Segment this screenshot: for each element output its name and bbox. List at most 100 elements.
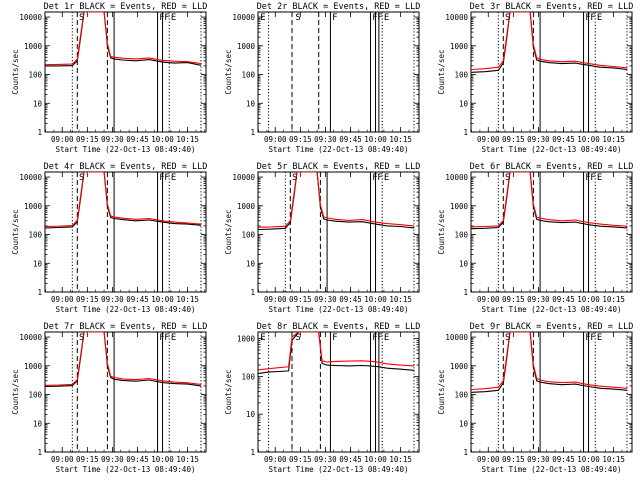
marker-letter: F (377, 173, 382, 183)
y-tick-label: 10 (33, 259, 43, 268)
x-tick-label: 10:15 (176, 135, 199, 144)
series-line-lld (45, 12, 202, 66)
y-tick-label: 1 (250, 128, 255, 137)
y-tick-label: 1000 (237, 202, 256, 211)
x-tick-label: 10:00 (577, 135, 600, 144)
marker-letter: E (597, 13, 602, 23)
y-tick-label: 100 (454, 391, 468, 400)
x-tick-label: 09:30 (527, 455, 550, 464)
y-tick-label: 1000 (237, 335, 256, 344)
x-tick-label: 09:45 (552, 455, 575, 464)
series-line-lld (258, 332, 415, 371)
y-tick-label: 100 (454, 231, 468, 240)
y-tick-label: 1000 (450, 202, 469, 211)
y-tick-label: 100 (241, 231, 255, 240)
marker-letter: F (332, 13, 337, 23)
y-tick-label: 100 (241, 372, 255, 381)
series-line-lld (258, 172, 415, 228)
chart-title: Det 4r BLACK = Events, RED = LLD (44, 162, 208, 172)
marker-letter: F (377, 333, 382, 343)
x-tick-label: 10:00 (364, 295, 387, 304)
x-tick-label: 09:30 (314, 455, 337, 464)
marker-letter: S (79, 333, 84, 343)
x-tick-label: 09:45 (339, 135, 362, 144)
y-tick-label: 100 (28, 391, 42, 400)
chart-title: Det 6r BLACK = Events, RED = LLD (470, 162, 634, 172)
x-tick-label: 09:00 (264, 135, 287, 144)
x-tick-label: 09:45 (126, 295, 149, 304)
detector-panel-2: Det 2r BLACK = Events, RED = LLD 1 10 100 10… (224, 2, 421, 154)
marker-letter: S (292, 173, 297, 183)
chart-title: Det 2r BLACK = Events, RED = LLD (257, 2, 421, 12)
marker-letter: F (590, 333, 595, 343)
detector-panel-1: Det 1r BLACK = Events, RED = LLD 1 10 100 10… (11, 2, 208, 154)
chart-title: Det 1r BLACK = Events, RED = LLD (44, 2, 208, 12)
y-axis-label: Counts/sec (11, 209, 20, 254)
y-tick-label: 1 (37, 128, 42, 137)
x-tick-label: 10:00 (151, 455, 174, 464)
x-tick-label: 09:15 (502, 295, 525, 304)
series-line-events (45, 172, 202, 229)
y-tick-label: 1000 (24, 362, 43, 371)
y-tick-label: 10000 (445, 13, 468, 22)
x-tick-label: 09:00 (477, 455, 500, 464)
marker-letter: F (585, 333, 590, 343)
plot-frame (470, 171, 633, 293)
y-tick-label: 1 (463, 288, 468, 297)
x-tick-label: 09:15 (76, 135, 99, 144)
x-tick-label: 10:15 (176, 455, 199, 464)
y-tick-label: 10 (246, 259, 256, 268)
marker-letter: E (384, 13, 389, 23)
y-tick-label: 10 (459, 259, 469, 268)
detector-panel-9: Det 9r BLACK = Events, RED = LLD 1 10 100 10… (437, 322, 634, 474)
marker-letter: S (79, 173, 84, 183)
x-tick-label: 10:15 (176, 295, 199, 304)
y-tick-label: 10 (33, 99, 43, 108)
plot-frame (257, 11, 420, 133)
x-tick-label: 09:15 (76, 455, 99, 464)
y-tick-label: 10000 (19, 333, 42, 342)
y-tick-label: 100 (28, 231, 42, 240)
x-tick-label: 10:15 (389, 135, 412, 144)
x-tick-label: 09:00 (477, 295, 500, 304)
x-tick-label: 10:00 (364, 135, 387, 144)
plot-frame (44, 171, 207, 293)
detector-panel-4: Det 4r BLACK = Events, RED = LLD 1 10 100 10… (11, 162, 208, 314)
y-tick-label: 100 (241, 71, 255, 80)
x-axis-label: Start Time (22-Oct-13 08:49:40) (482, 305, 622, 314)
y-tick-label: 10 (459, 419, 469, 428)
marker-letter: S (295, 333, 300, 343)
chart-title: Det 9r BLACK = Events, RED = LLD (470, 322, 634, 332)
x-tick-label: 10:15 (602, 135, 625, 144)
marker-letter: E (171, 333, 176, 343)
y-tick-label: 1000 (450, 362, 469, 371)
plot-frame (470, 11, 633, 133)
marker-letter: E (260, 13, 265, 23)
plot-frame (257, 331, 420, 453)
marker-letter: F (372, 173, 377, 183)
series-line-lld (45, 172, 202, 228)
x-tick-label: 10:00 (151, 135, 174, 144)
y-tick-label: 10 (246, 99, 256, 108)
series-line-lld (471, 12, 628, 71)
x-tick-label: 09:15 (289, 455, 312, 464)
x-tick-label: 10:15 (389, 295, 412, 304)
y-tick-label: 10 (33, 419, 43, 428)
x-tick-label: 09:30 (527, 135, 550, 144)
y-tick-label: 1 (37, 288, 42, 297)
x-tick-label: 09:45 (552, 295, 575, 304)
detector-panel-5: Det 5r BLACK = Events, RED = LLD 1 10 100 10… (224, 162, 420, 314)
series-line-events (45, 332, 202, 388)
marker-letter: F (159, 13, 164, 23)
x-tick-label: 09:15 (502, 135, 525, 144)
marker-letter: E (597, 173, 602, 183)
x-tick-label: 09:30 (101, 135, 124, 144)
marker-letter: F (372, 13, 377, 23)
marker-letter: F (164, 13, 169, 23)
marker-letter: F (159, 173, 164, 183)
marker-letter: E (597, 333, 602, 343)
y-axis-label: Counts/sec (224, 49, 233, 94)
series-line-events (471, 12, 628, 73)
y-tick-label: 1 (37, 448, 42, 457)
x-tick-label: 10:00 (577, 295, 600, 304)
